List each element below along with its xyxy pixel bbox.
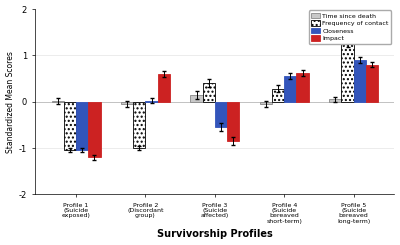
Bar [52, 101, 64, 102]
Bar [215, 102, 227, 127]
Bar [366, 65, 378, 102]
Bar [121, 102, 133, 104]
Bar [158, 74, 170, 102]
X-axis label: Survivorship Profiles: Survivorship Profiles [157, 230, 273, 239]
Bar [272, 89, 284, 102]
Bar [227, 102, 239, 141]
Legend: Time since death, Frequency of contact, Closeness, Impact: Time since death, Frequency of contact, … [309, 10, 391, 44]
Bar [341, 44, 354, 102]
Bar [329, 99, 341, 102]
Bar [260, 102, 272, 104]
Bar [133, 102, 146, 148]
Bar [203, 83, 215, 102]
Bar [76, 102, 88, 150]
Bar [146, 101, 158, 102]
Bar [190, 95, 203, 102]
Bar [64, 102, 76, 150]
Bar [284, 76, 296, 102]
Bar [88, 102, 101, 157]
Bar [296, 73, 309, 102]
Y-axis label: Standardized Mean Scores: Standardized Mean Scores [6, 51, 14, 153]
Bar [354, 60, 366, 102]
